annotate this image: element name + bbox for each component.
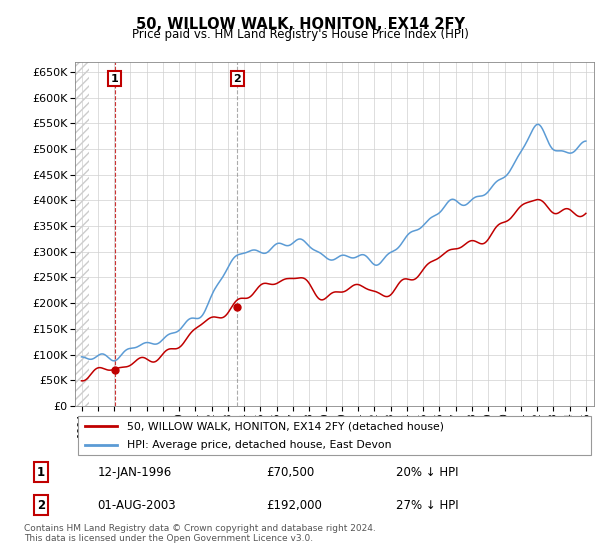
Text: 2: 2: [37, 498, 45, 512]
Text: Price paid vs. HM Land Registry's House Price Index (HPI): Price paid vs. HM Land Registry's House …: [131, 28, 469, 41]
Text: 27% ↓ HPI: 27% ↓ HPI: [396, 498, 459, 512]
Text: 1: 1: [111, 74, 119, 83]
Text: 2: 2: [233, 74, 241, 83]
Text: 20% ↓ HPI: 20% ↓ HPI: [396, 465, 459, 479]
Text: HPI: Average price, detached house, East Devon: HPI: Average price, detached house, East…: [127, 440, 391, 450]
Text: £70,500: £70,500: [266, 465, 315, 479]
Text: Contains HM Land Registry data © Crown copyright and database right 2024.
This d: Contains HM Land Registry data © Crown c…: [24, 524, 376, 543]
Text: 1: 1: [37, 465, 45, 479]
Text: 12-JAN-1996: 12-JAN-1996: [97, 465, 172, 479]
Text: 01-AUG-2003: 01-AUG-2003: [97, 498, 176, 512]
FancyBboxPatch shape: [77, 416, 592, 455]
Text: 50, WILLOW WALK, HONITON, EX14 2FY: 50, WILLOW WALK, HONITON, EX14 2FY: [136, 17, 464, 32]
Text: 50, WILLOW WALK, HONITON, EX14 2FY (detached house): 50, WILLOW WALK, HONITON, EX14 2FY (deta…: [127, 421, 444, 431]
Text: £192,000: £192,000: [266, 498, 322, 512]
